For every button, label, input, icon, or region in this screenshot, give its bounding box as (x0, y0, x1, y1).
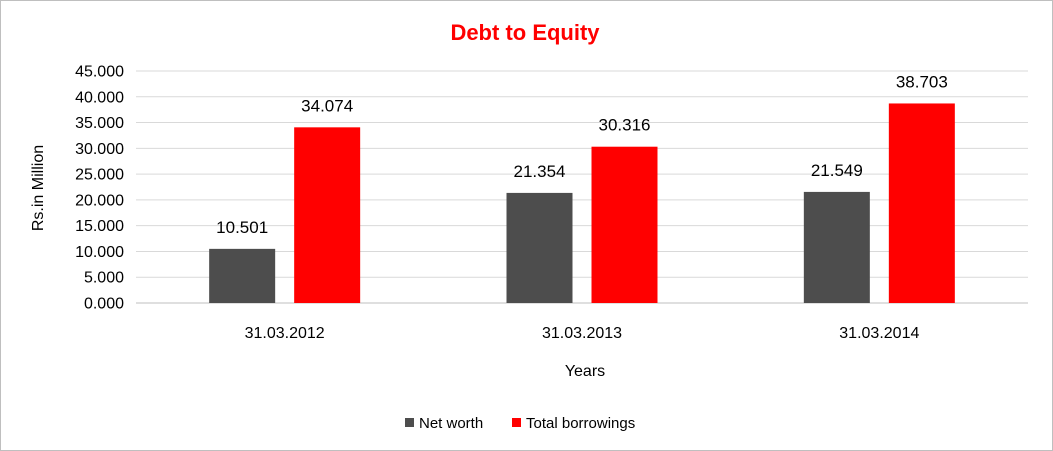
data-label: 21.549 (811, 161, 863, 180)
data-label: 34.074 (301, 96, 353, 115)
chart-title: Debt to Equity (450, 20, 600, 45)
y-tick-label: 0.000 (84, 296, 124, 313)
data-label: 10.501 (216, 218, 268, 237)
y-tick-label: 45.000 (75, 64, 124, 81)
x-axis-title: Years (565, 363, 605, 380)
x-axis-ticks: 31.03.2012 31.03.2013 31.03.2014 (245, 325, 920, 342)
y-tick-label: 5.000 (84, 270, 124, 287)
legend-label: Net worth (419, 415, 483, 432)
bar (209, 248, 276, 303)
y-axis-title: Rs.in Million (30, 145, 47, 231)
x-tick-label: 31.03.2013 (542, 325, 622, 342)
bar (803, 191, 870, 303)
data-label: 30.316 (599, 116, 651, 135)
y-tick-label: 30.000 (75, 141, 124, 158)
y-tick-label: 20.000 (75, 192, 124, 209)
bar (888, 103, 955, 303)
bar (591, 146, 658, 303)
y-axis-ticks: 0.000 5.000 10.000 15.000 20.000 25.000 30.000… (75, 64, 124, 313)
x-tick-label: 31.03.2012 (245, 325, 325, 342)
legend-swatch (512, 418, 521, 427)
y-tick-label: 40.000 (75, 89, 124, 106)
legend: Net worth Total borrowings (405, 415, 635, 432)
y-tick-label: 15.000 (75, 218, 124, 235)
gridlines (136, 70, 1028, 304)
y-tick-label: 25.000 (75, 167, 124, 184)
data-labels: 10.501 34.074 21.354 30.316 21.549 38.703 (216, 72, 948, 236)
y-tick-label: 10.000 (75, 244, 124, 261)
legend-swatch (405, 418, 414, 427)
data-label: 21.354 (514, 162, 566, 181)
legend-label: Total borrowings (526, 415, 635, 432)
bar (294, 127, 361, 304)
x-tick-label: 31.03.2014 (839, 325, 919, 342)
data-label: 38.703 (896, 72, 948, 91)
bars (209, 103, 955, 304)
y-tick-label: 35.000 (75, 115, 124, 132)
bar (506, 192, 573, 303)
